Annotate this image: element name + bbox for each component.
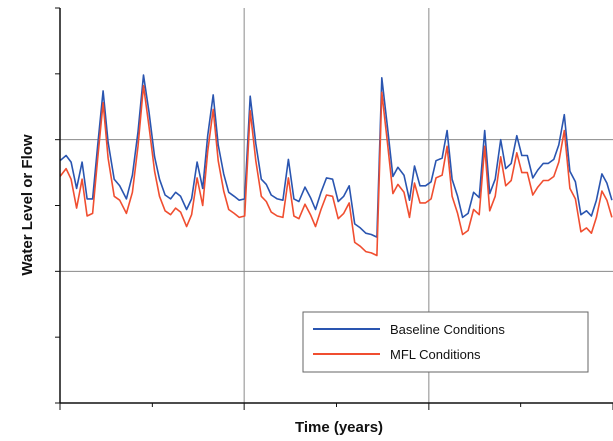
series-lines bbox=[59, 74, 613, 257]
axes bbox=[55, 7, 613, 410]
series-line-baseline bbox=[59, 74, 613, 238]
legend: Baseline Conditions MFL Conditions bbox=[302, 311, 589, 373]
legend-label-baseline: Baseline Conditions bbox=[390, 322, 505, 337]
legend-box bbox=[302, 311, 589, 373]
x-axis-title: Time (years) bbox=[295, 419, 383, 436]
series-line-mfl bbox=[59, 84, 613, 257]
y-axis-title: Water Level or Flow bbox=[19, 134, 36, 275]
legend-label-mfl: MFL Conditions bbox=[390, 347, 481, 362]
